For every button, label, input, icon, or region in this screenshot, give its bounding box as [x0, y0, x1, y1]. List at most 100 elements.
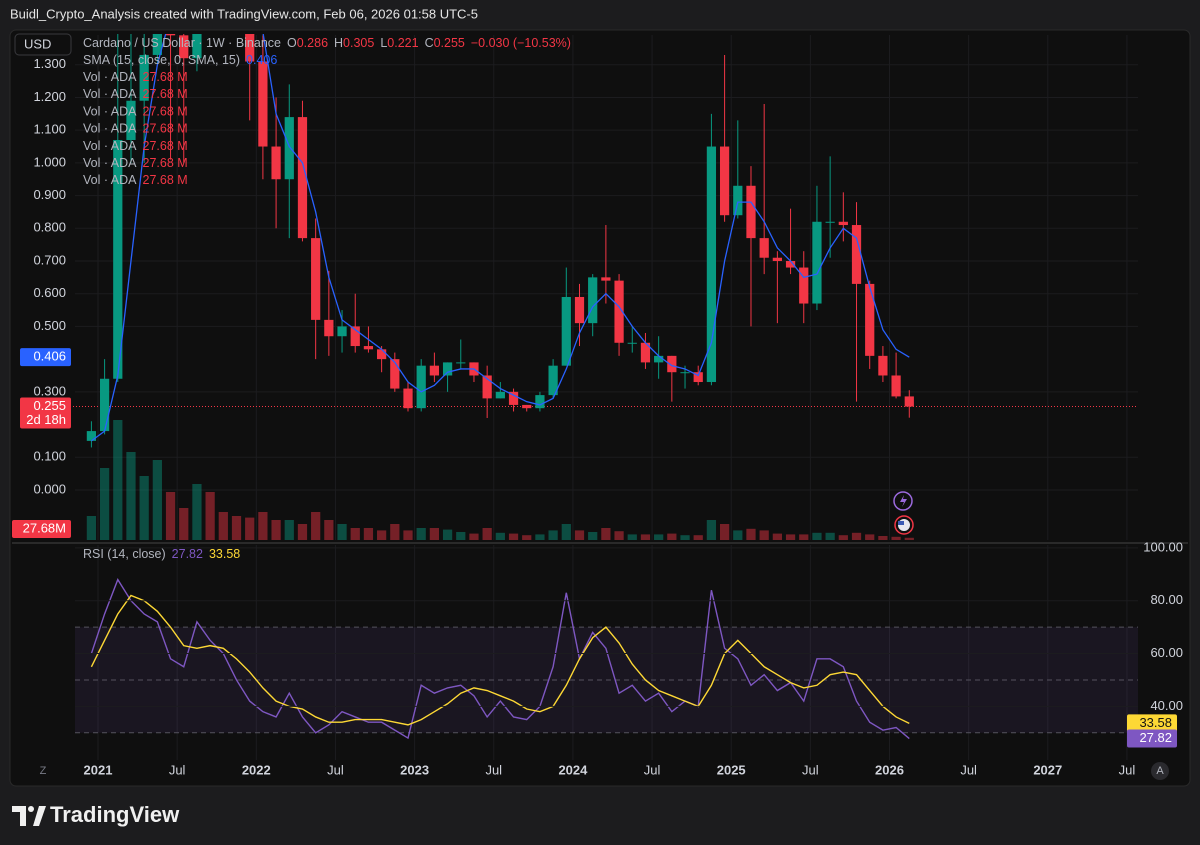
volume-bar: [429, 528, 440, 540]
legend-line: Vol · ADA 27.68 M: [83, 70, 188, 84]
timezone-button[interactable]: Z: [40, 765, 47, 777]
change-value: −0.030 (−10.53%): [471, 36, 571, 50]
volume-bar: [838, 535, 848, 540]
candle-body: [99, 378, 110, 432]
volume-bar: [86, 516, 97, 540]
x-tick-label: 2026: [875, 762, 904, 777]
y-tick-label: 0.600: [33, 285, 66, 300]
y-tick-label: 1.300: [33, 56, 66, 71]
candle-body: [284, 117, 294, 180]
volume-bar: [851, 532, 862, 540]
auto-scale-button[interactable]: [1151, 762, 1169, 780]
volume-bar: [865, 534, 875, 540]
candle-body: [785, 261, 796, 268]
candle-body: [495, 391, 505, 399]
time-axis: 2021 Jul 2022 Jul 2023 Jul 2024 Jul 2025 Jul 2026 J…: [84, 762, 1136, 777]
sma-tag: [20, 348, 71, 367]
volume-bar: [878, 536, 888, 540]
y-tick-label: 0.100: [33, 449, 66, 464]
candle-body: [416, 365, 426, 409]
candle-body: [482, 375, 492, 399]
ohlc-value: 0.255: [434, 36, 465, 50]
volume-bar: [416, 528, 426, 540]
candle-body: [574, 296, 585, 324]
candle-body: [429, 365, 440, 376]
volume-bar: [324, 520, 334, 540]
candle-body: [812, 221, 822, 304]
volume-bar: [271, 520, 281, 540]
volume-bar: [350, 528, 360, 540]
candle-body: [772, 257, 782, 262]
countdown-label: 2d 18h: [26, 412, 66, 427]
volume-value: 27.68 M: [143, 139, 188, 153]
x-tick-label: 2021: [84, 762, 113, 777]
volume-bar: [284, 520, 294, 540]
sma-legend: SMA (15, close, 0, SMA, 15): [83, 53, 240, 67]
candle-body: [297, 117, 308, 239]
volume-bar: [456, 532, 466, 540]
volume-legend: Vol · ADA: [83, 70, 137, 84]
candle-body: [865, 283, 875, 356]
y-tick-label: 0.800: [33, 220, 66, 235]
volume-bar: [772, 533, 782, 540]
volume-bar: [706, 520, 717, 540]
candle-body: [601, 277, 611, 281]
volume-bar: [588, 532, 598, 540]
x-tick-label: Jul: [485, 762, 502, 777]
volume-bar: [390, 524, 400, 540]
candle-body: [535, 395, 545, 409]
volume-value: 27.68 M: [143, 122, 188, 136]
volume-bar: [654, 534, 664, 540]
volume-value: 27.68 M: [143, 70, 188, 84]
ohlc-value: 0.305: [343, 36, 374, 50]
currency-label: USD: [24, 36, 51, 51]
volume-bar: [482, 528, 492, 540]
legend-line: RSI (14, close) 27.82 33.58: [83, 547, 240, 561]
rsi-tag-label: 27.82: [1139, 730, 1172, 745]
rsi-pane: [75, 545, 1138, 760]
legend-line: Vol · ADA 27.68 M: [83, 105, 188, 119]
candle-body: [245, 34, 255, 62]
volume-bar: [508, 533, 519, 540]
candle-body: [86, 431, 97, 441]
volume-bar: [535, 534, 545, 540]
y-tick-label: 60.00: [1150, 645, 1183, 660]
volume-legend: Vol · ADA: [83, 173, 137, 187]
price-tag-label: 0.255: [33, 398, 66, 413]
legend-line: SMA (15, close, 0, SMA, 15) 0.406: [83, 53, 277, 67]
volume-bar: [522, 535, 532, 540]
volume-bar: [337, 524, 347, 540]
candle-body: [548, 365, 558, 396]
currency-button[interactable]: [14, 33, 72, 56]
volume-value: 27.68 M: [143, 105, 188, 119]
rsi-tag: [1127, 714, 1177, 733]
candle-body: [403, 388, 413, 409]
legend-line: Vol · ADA 27.68 M: [83, 87, 188, 101]
corner-buttons: Z A: [40, 762, 1169, 780]
volume-bar: [627, 534, 637, 540]
volume-bar: [719, 524, 730, 540]
candle-body: [522, 404, 532, 409]
volume-bar: [442, 529, 453, 540]
y-tick-label: 0.000: [33, 481, 66, 496]
volume-bar: [469, 533, 479, 540]
candle-body: [680, 372, 690, 374]
volume-bar: [746, 528, 756, 540]
x-tick-label: Jul: [327, 762, 344, 777]
event-icon[interactable]: [893, 491, 913, 511]
y-tick-label: 40.00: [1150, 698, 1183, 713]
event-icon[interactable]: [894, 515, 914, 535]
volume-bar: [825, 532, 835, 540]
volume-bar: [139, 476, 149, 540]
ohlc-label: L: [380, 36, 387, 50]
rsi-line: [90, 578, 910, 740]
volume-bar: [601, 528, 611, 540]
volume-legend: Vol · ADA: [83, 156, 137, 170]
volume-bar: [99, 468, 110, 540]
candle-body: [179, 35, 189, 59]
rsi-tag: [1127, 729, 1177, 748]
flag-icon: [898, 521, 904, 525]
x-tick-label: Jul: [802, 762, 819, 777]
volume-bar: [891, 536, 901, 540]
